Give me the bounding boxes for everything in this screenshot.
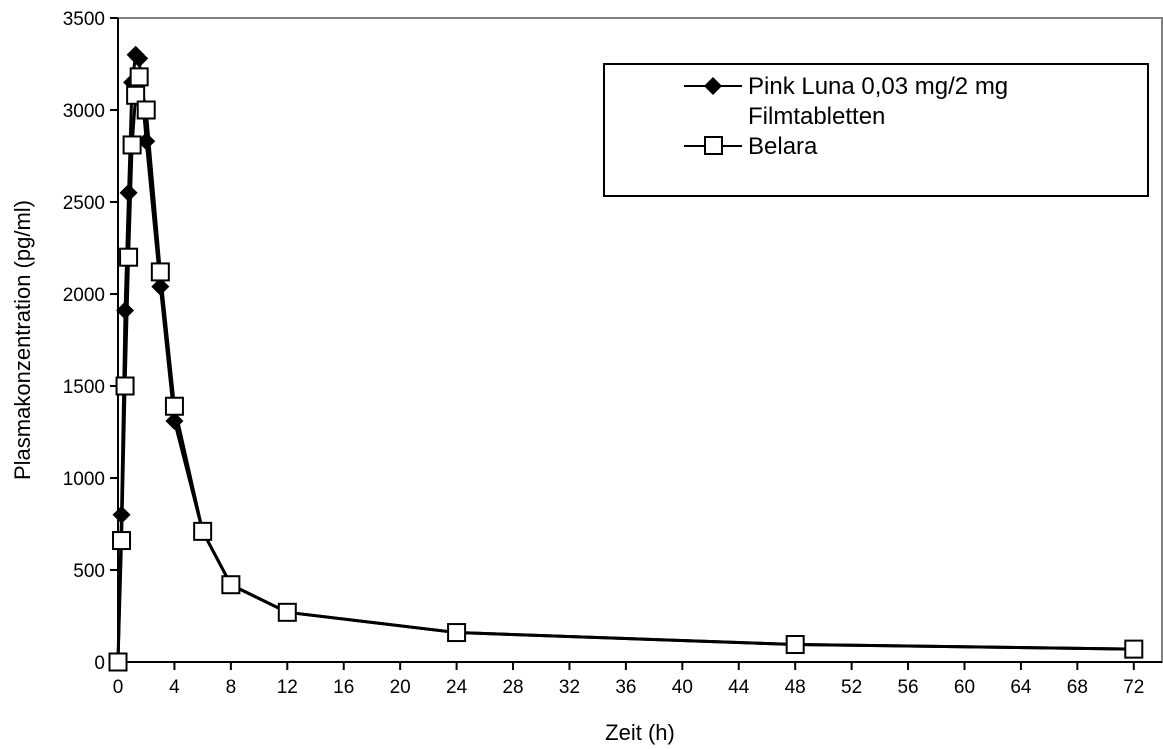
x-tick-label: 32: [559, 677, 580, 698]
data-point-square: [193, 521, 213, 541]
legend-label-belara: Belara: [748, 133, 818, 160]
y-tick-label: 500: [73, 561, 105, 582]
y-tick-label: 1500: [63, 377, 105, 398]
x-tick-label: 0: [113, 677, 124, 698]
y-tick-label: 3500: [63, 9, 105, 30]
x-tick-label: 28: [502, 677, 523, 698]
series-line: [116, 75, 1134, 663]
data-point-square: [126, 85, 146, 105]
x-tick-label: 8: [226, 677, 237, 698]
y-tick-label: 2000: [63, 285, 105, 306]
data-point-square: [136, 100, 156, 120]
x-tick-label: 72: [1123, 677, 1144, 698]
series-1: [108, 67, 1144, 672]
data-point-square: [122, 135, 142, 155]
legend-label-pink-luna: Pink Luna 0,03 mg/2 mg Filmtabletten: [748, 73, 1015, 130]
y-tick-label: 3000: [63, 101, 105, 122]
x-axis-title: Zeit (h): [605, 720, 675, 745]
data-point-square: [164, 396, 184, 416]
x-tick-label: 40: [672, 677, 693, 698]
x-tick-label: 16: [333, 677, 354, 698]
data-point-square: [115, 376, 135, 396]
data-point-square: [1124, 639, 1144, 659]
x-tick-label: 44: [728, 677, 750, 698]
data-point-square: [119, 247, 139, 267]
x-tick-label: 52: [841, 677, 862, 698]
x-tick-label: 64: [1010, 677, 1032, 698]
x-tick-label: 68: [1067, 677, 1088, 698]
data-point-square: [150, 262, 170, 282]
x-tick-label: 12: [277, 677, 298, 698]
x-tick-label: 20: [390, 677, 411, 698]
data-point-square: [112, 531, 132, 551]
legend-square-marker: [704, 136, 723, 155]
x-tick-label: 24: [446, 677, 468, 698]
data-point-square: [108, 652, 128, 672]
series-layer: [108, 45, 1144, 672]
legend: Pink Luna 0,03 mg/2 mg Filmtabletten Bel…: [603, 63, 1149, 197]
data-point-square: [447, 623, 467, 643]
data-point-diamond: [116, 301, 135, 320]
x-tick-label: 36: [615, 677, 636, 698]
legend-diamond-marker: [704, 77, 722, 95]
data-point-square: [277, 602, 297, 622]
y-tick-label: 1000: [63, 469, 105, 490]
y-axis-title: Plasmakonzentration (pg/ml): [10, 200, 35, 480]
y-tick-label: 0: [94, 653, 105, 674]
data-point-square: [129, 67, 149, 87]
legend-entry-belara: Belara: [684, 133, 818, 160]
y-tick-label: 2500: [63, 193, 105, 214]
data-point-square: [785, 635, 805, 655]
x-tick-label: 48: [785, 677, 806, 698]
legend-entry-pink-luna: Pink Luna 0,03 mg/2 mg Filmtabletten: [684, 73, 1015, 130]
x-tick-label: 60: [954, 677, 975, 698]
x-tick-label: 56: [897, 677, 918, 698]
data-point-diamond: [119, 183, 138, 202]
x-tick-label: 4: [169, 677, 180, 698]
data-point-diamond: [151, 277, 170, 296]
data-point-diamond: [130, 49, 149, 68]
data-point-square: [221, 575, 241, 595]
